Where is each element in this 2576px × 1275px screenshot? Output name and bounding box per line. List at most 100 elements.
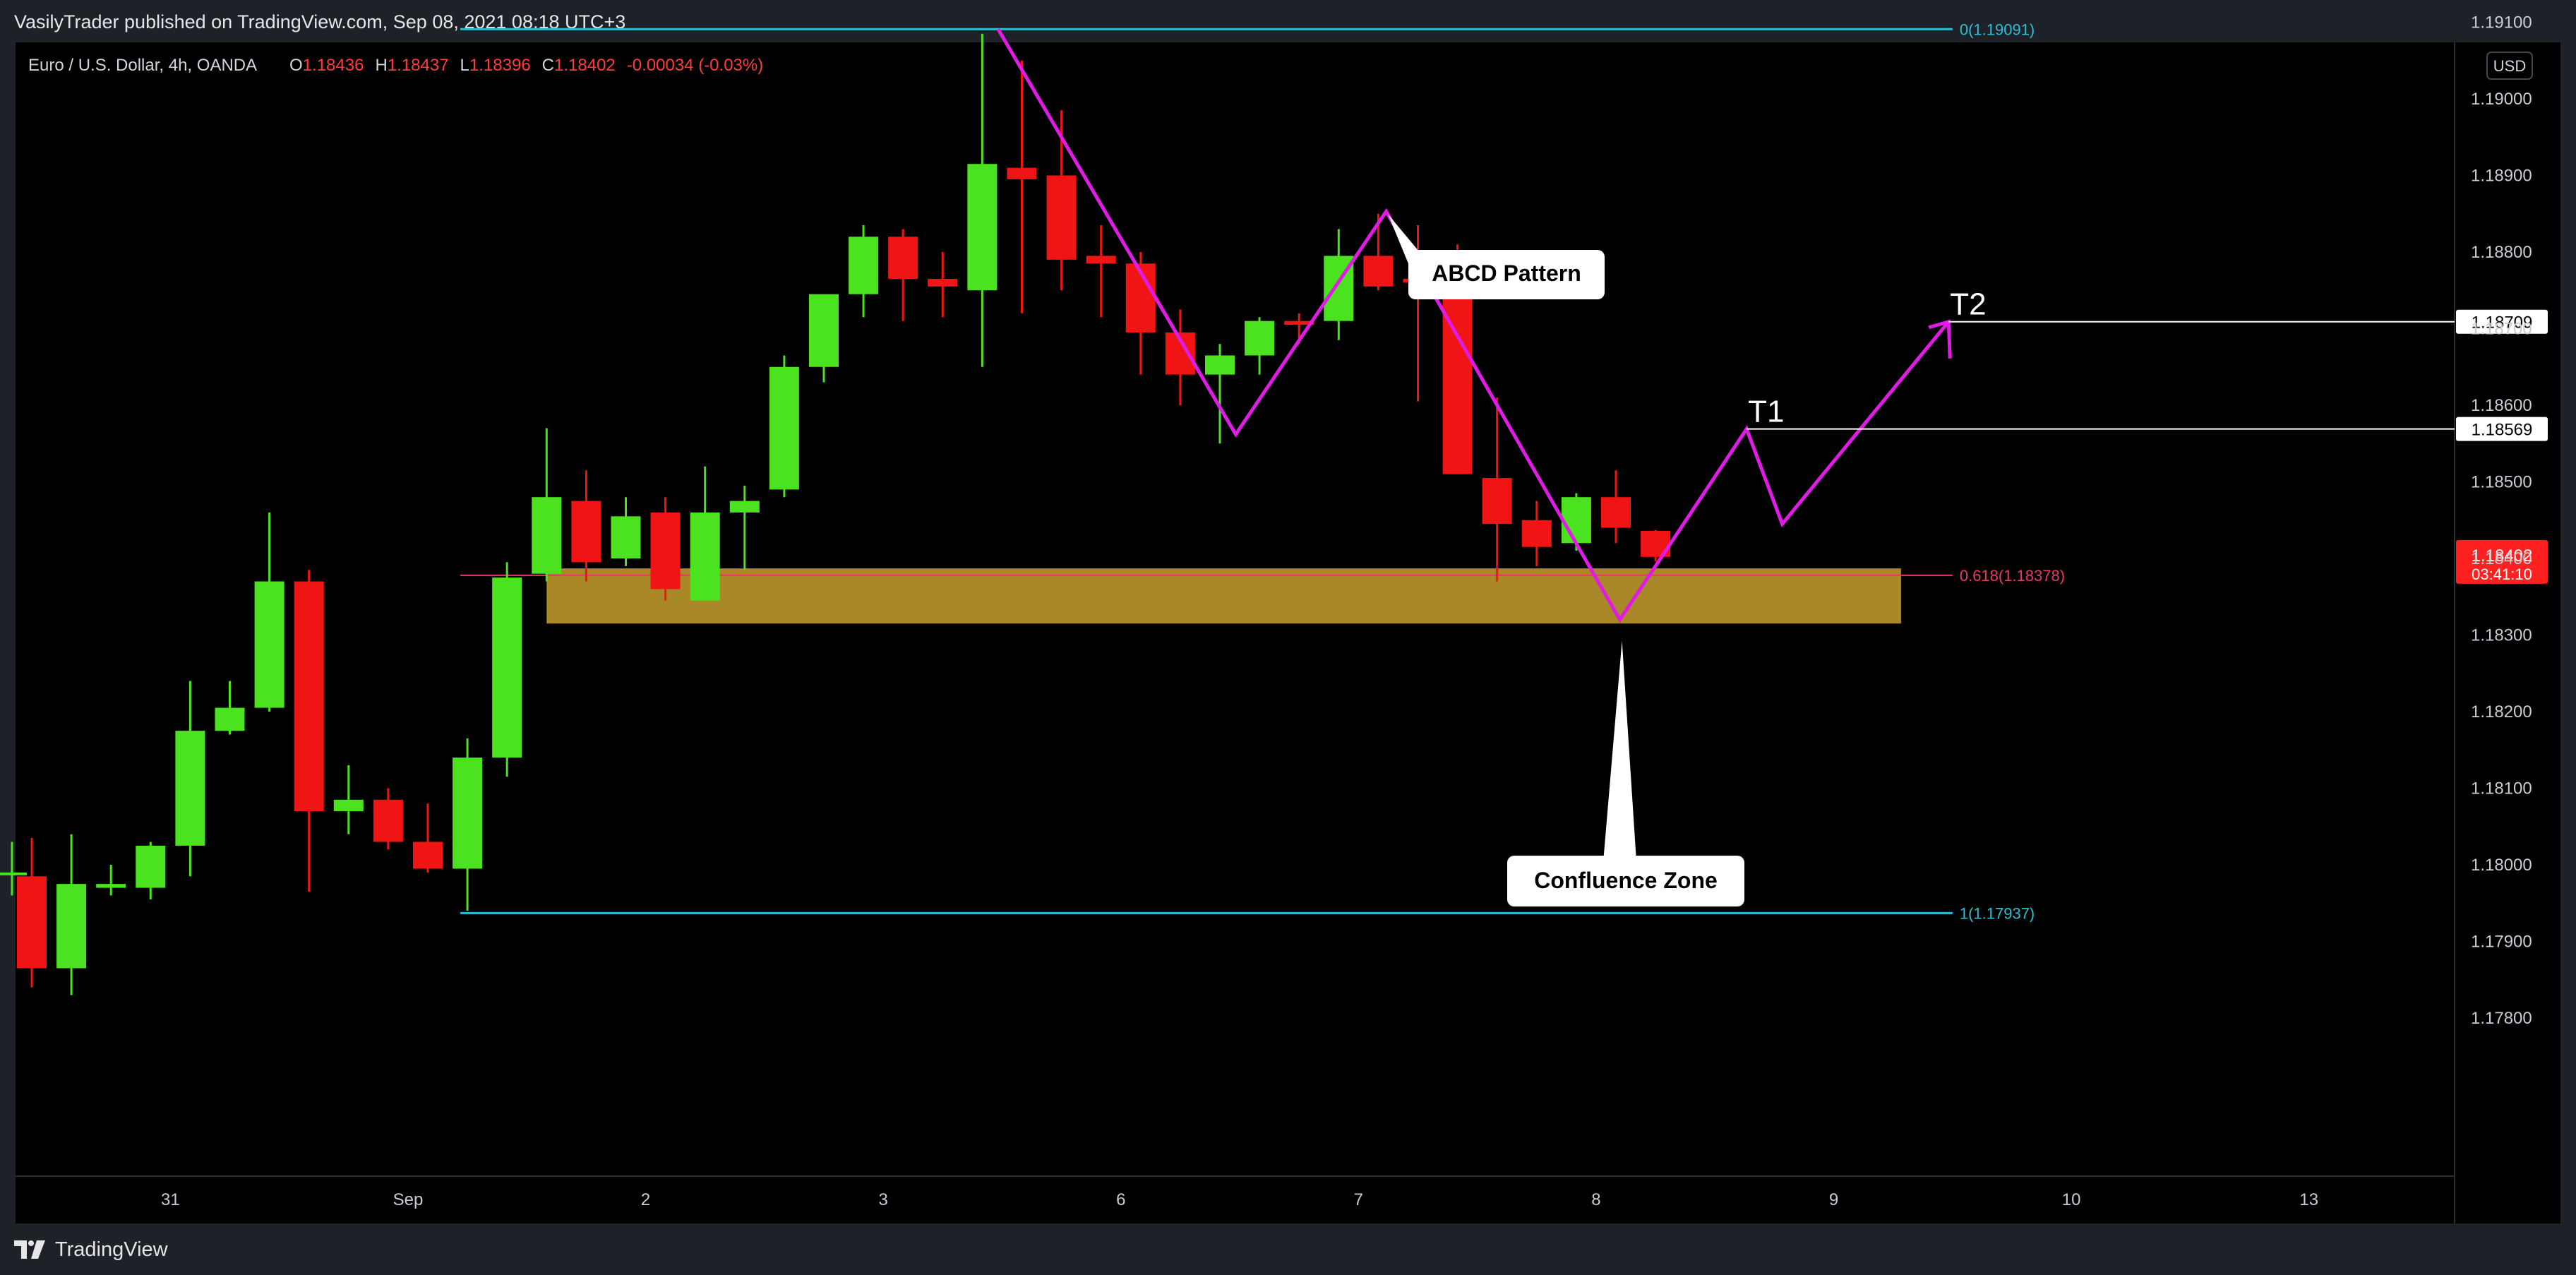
tradingview-logo[interactable]: TradingView [14,1235,168,1264]
target-axis-tag-text: 1.18569 [2472,421,2533,440]
close-label: C [542,56,554,75]
low-label: L [460,56,469,75]
price-tick-label: 1.18400 [2471,549,2532,568]
price-tick-label: 1.18200 [2471,702,2532,722]
price-tick-label: 1.19000 [2471,90,2532,109]
time-tick-label: 2 [641,1190,650,1209]
price-tick-label: 1.19100 [2471,13,2532,32]
candle-body [729,501,760,513]
close-value: 1.18402 [554,56,616,75]
candle-body [611,516,641,558]
candle-body [928,278,958,287]
candle-body [571,501,601,563]
candle-body [17,876,47,969]
candle-body [413,842,443,869]
candle-body [175,731,205,846]
high-value: 1.18437 [388,56,449,75]
candle-body [1561,497,1591,544]
candle-body [849,237,879,294]
candle-body [215,707,245,731]
ohlc-readout: O1.18436 H1.18437 L1.18396 C1.18402 -0.00034… [289,56,763,75]
candle-body [254,581,284,708]
price-tick-label: 1.18600 [2471,396,2532,415]
fib-level-label: 0(1.19091) [1960,20,2035,38]
price-tick-label: 1.18900 [2471,167,2532,186]
candle-body [1245,321,1275,356]
high-label: H [375,56,387,75]
time-tick-label: Sep [393,1190,424,1209]
currency-button-frame [2486,52,2533,80]
target-label: T1 [1748,395,1784,429]
branding-bar: TradingView [0,1223,2576,1275]
price-tick-label: 1.18500 [2471,473,2532,492]
candle-body [532,497,562,574]
target-axis-tag [2456,417,2548,441]
price-tick-label: 1.18300 [2471,626,2532,645]
candle-body [1007,167,1037,179]
change-value: -0.00034 (-0.03%) [627,56,763,75]
candle-body [294,581,324,812]
candle-body [809,294,839,367]
candle-body [56,884,87,969]
last-price-countdown: 03:41:10 [2472,565,2532,583]
time-tick-label: 7 [1354,1190,1363,1209]
time-tick-label: 31 [161,1190,180,1209]
candle-body [1086,256,1116,264]
currency-button[interactable]: USD [2486,52,2533,80]
last-price-value: 1.18402 [2472,546,2533,565]
time-tick-label: 8 [1591,1190,1600,1209]
price-axis-panel [2455,42,2560,1176]
candle-body [650,512,681,589]
time-tick-label: 13 [2299,1190,2318,1209]
confluence-zone-rect [546,568,1901,624]
price-tick-label: 1.17900 [2471,933,2532,952]
candle-body [0,872,27,875]
time-axis-panel [16,1176,2560,1223]
candle-body [1363,256,1394,287]
chart[interactable]: 0(1.19091) 0.618(1.18378) 1(1.17937) T1 1.1… [0,0,2576,1223]
publisher-bar: VasilyTrader published on TradingView.co… [0,0,2576,42]
candle-body [333,799,364,812]
candle-body [1442,278,1473,474]
candle-body [1046,175,1077,260]
target-label: T2 [1950,287,1986,322]
time-tick-label: 3 [878,1190,887,1209]
currency-button-label: USD [2493,57,2526,75]
candle-body [492,577,522,758]
price-tick-label: 1.18100 [2471,779,2532,798]
tradingview-logo-text: TradingView [55,1238,168,1261]
last-price-tag [2456,539,2548,584]
candle-body [1482,478,1512,525]
candle-body [967,164,998,291]
open-label: O [289,56,303,75]
fib-level-label: 0.618(1.18378) [1960,567,2065,585]
abcd-callout-box [1408,250,1605,299]
candle-body [136,845,166,888]
abcd-callout-text: ABCD Pattern [1432,261,1581,286]
candle-body [690,512,720,601]
target-axis-tag-text: 1.18709 [2472,313,2533,333]
candle-body [1601,497,1631,528]
candle-body [1284,321,1314,325]
price-tick-label: 1.18000 [2471,856,2532,875]
open-value: 1.18436 [303,56,364,75]
tradingview-logo-icon [14,1240,45,1259]
low-value: 1.18396 [469,56,531,75]
confluence-callout-text: Confluence Zone [1534,868,1718,893]
candle-body [1205,355,1235,375]
price-tick-label: 1.18800 [2471,243,2532,262]
abcd-pattern-path [996,28,1951,623]
candle-body [888,237,918,279]
time-tick-label: 6 [1116,1190,1125,1209]
confluence-callout-box [1507,856,1744,906]
candle-body [373,799,403,842]
target-axis-tag [2456,309,2548,334]
confluence-callout-pointer [1603,640,1636,857]
candle-body [1521,520,1552,547]
symbol-title: Euro / U.S. Dollar, 4h, OANDA [28,56,257,75]
time-tick-label: 9 [1829,1190,1838,1209]
candle-body [96,884,126,888]
candle-body [769,366,799,490]
price-tick-label: 1.18700 [2471,320,2532,339]
price-tick-label: 1.17800 [2471,1009,2532,1028]
